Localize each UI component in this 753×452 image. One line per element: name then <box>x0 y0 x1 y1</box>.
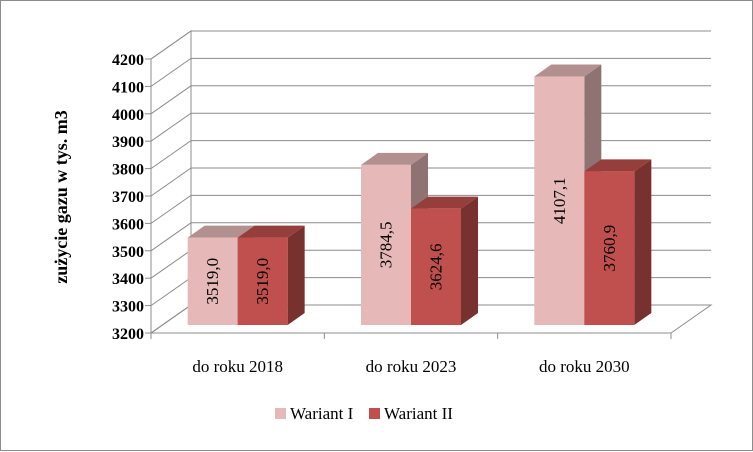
x-tick-label: do roku 2018 <box>192 357 283 376</box>
gridline <box>150 85 711 115</box>
y-tick-label: 3400 <box>112 271 144 288</box>
y-tick-label: 3700 <box>112 189 144 206</box>
y-tick-label: 3800 <box>112 162 144 179</box>
bar-top <box>237 225 305 238</box>
bar-side <box>634 159 652 325</box>
y-axis-label: zużycie gazu w tys. m3 <box>51 110 71 283</box>
legend-label: Wariant I <box>290 404 354 423</box>
gridline <box>150 30 711 60</box>
data-label: 4107,1 <box>550 177 569 224</box>
y-tick-label: 3600 <box>112 216 144 233</box>
x-tick-label: do roku 2030 <box>539 357 630 376</box>
bar-top <box>187 225 255 238</box>
bar-side <box>287 225 305 325</box>
y-tick-label: 3900 <box>112 134 144 151</box>
gridline <box>150 112 711 142</box>
legend-swatch <box>369 408 380 419</box>
bar-front <box>584 171 635 325</box>
category-labels: do roku 2018 do roku 2023 do roku 2030 <box>150 333 672 376</box>
bar-2-2: 3624,6 <box>411 196 478 325</box>
bar-front <box>237 237 288 325</box>
bar-2-1: 3519,0 <box>237 225 305 325</box>
legend-label: Wariant II <box>384 404 453 423</box>
bar-front <box>534 76 585 326</box>
y-tick-label: 4200 <box>112 52 144 69</box>
y-tick-label: 4100 <box>112 79 144 96</box>
bars: 3519,0 3519,0 3784,5 3624,6 4107,1 3760,9 <box>187 64 652 326</box>
bar-side <box>461 196 478 325</box>
bar-top <box>411 196 478 209</box>
y-tick-label: 3300 <box>112 299 144 316</box>
bar-front <box>361 164 411 325</box>
y-tick-label: 4000 <box>112 107 144 124</box>
bar-front <box>411 208 461 325</box>
legend: Wariant I Wariant II <box>275 404 453 423</box>
data-label: 3624,6 <box>427 243 446 290</box>
legend-swatch <box>275 408 286 419</box>
bar-top <box>584 159 652 172</box>
data-label: 3760,9 <box>600 225 619 272</box>
bar-top <box>534 64 602 77</box>
legend-entry-1: Wariant I <box>275 404 354 423</box>
x-tick-label: do roku 2023 <box>366 357 457 376</box>
bar-top <box>361 152 428 165</box>
gridline <box>150 57 711 87</box>
bar-front <box>187 237 238 325</box>
y-tick-label: 3200 <box>112 326 144 343</box>
y-tick-label: 3500 <box>112 244 144 261</box>
bar-2-3: 3760,9 <box>584 159 652 325</box>
y-tick-labels: 3200 3300 3400 3500 3600 3700 3800 3900 4000 4100… <box>112 52 152 343</box>
data-label: 3784,5 <box>377 222 396 269</box>
data-label: 3519,0 <box>253 258 272 305</box>
legend-entry-2: Wariant II <box>369 404 453 423</box>
data-label: 3519,0 <box>203 258 222 305</box>
